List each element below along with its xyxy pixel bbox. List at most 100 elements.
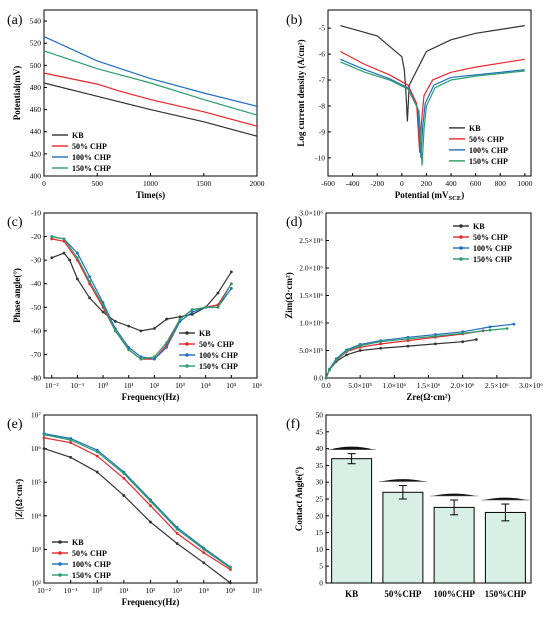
y-axis-label: Phase angle(°) bbox=[12, 268, 22, 323]
data-point bbox=[113, 320, 117, 323]
bar-KB bbox=[331, 458, 373, 584]
x-axis-label: Zre(Ω·cm²) bbox=[406, 392, 450, 402]
legend-marker bbox=[185, 364, 189, 368]
y-tick-label: -10 bbox=[315, 153, 325, 162]
legend-label: 50% CHP bbox=[72, 549, 107, 558]
data-point bbox=[202, 561, 206, 565]
x-tick-label: 1500 bbox=[196, 179, 211, 188]
legend-marker bbox=[185, 331, 189, 335]
bar-150%CHP bbox=[484, 511, 526, 584]
legend-label: 50% CHP bbox=[199, 340, 234, 349]
x-tick-label: 0 bbox=[400, 179, 404, 188]
y-axis-label: Zim(Ω·cm²) bbox=[284, 272, 294, 318]
y-tick-label: -9 bbox=[319, 127, 325, 136]
y-tick-label: -30 bbox=[31, 256, 41, 265]
series-line-CHP150 bbox=[340, 61, 525, 166]
panel-label-c: (c) bbox=[7, 215, 23, 230]
legend-label: KB bbox=[72, 131, 84, 140]
plot-frame-c bbox=[43, 212, 258, 379]
data-point bbox=[228, 581, 232, 585]
legend-marker bbox=[459, 235, 463, 239]
x-tick-label: 10³ bbox=[175, 381, 186, 390]
panel-d: (d) 0.0 5.0×10⁵ 1.0×10⁶ 1.5×10⁶ 2.0×10⁶ 2.5×10… bbox=[284, 209, 543, 403]
series-line-KB bbox=[43, 448, 231, 584]
y-tick-label: 15 bbox=[316, 528, 324, 537]
panel-label-e: (e) bbox=[7, 417, 23, 432]
droplet-image bbox=[432, 493, 477, 497]
x-axis-label-main: Potential (mV bbox=[395, 190, 449, 200]
legend-d: KB 50% CHP 100% CHP 150% CHP bbox=[453, 222, 512, 264]
y-tick-label: -20 bbox=[31, 232, 41, 241]
category-label: KB bbox=[345, 589, 358, 599]
legend-label: KB bbox=[473, 222, 485, 231]
y-tick-label: -70 bbox=[31, 350, 41, 359]
series-line-CHP50 bbox=[43, 437, 231, 571]
x-tick-label: 3.0×10⁶ bbox=[519, 381, 543, 390]
y-tick-label: -10 bbox=[31, 209, 41, 218]
data-point bbox=[229, 282, 233, 286]
y-tick-label: 25 bbox=[316, 495, 324, 504]
data-point bbox=[152, 355, 156, 359]
data-point bbox=[113, 329, 117, 333]
data-point bbox=[69, 441, 73, 445]
x-tick-label: 2.0×10⁶ bbox=[451, 381, 475, 390]
data-point bbox=[358, 344, 362, 347]
y-tick-label: 10 bbox=[316, 545, 324, 554]
y-tick-label: 440 bbox=[30, 127, 42, 136]
x-tick-label: 800 bbox=[495, 179, 507, 188]
x-tick-label: 10⁻¹ bbox=[64, 586, 78, 595]
data-point bbox=[229, 287, 233, 290]
data-point bbox=[433, 342, 437, 346]
x-tick-label: 10⁻¹ bbox=[71, 381, 85, 390]
data-point bbox=[149, 499, 152, 503]
series-line-CHP100 bbox=[340, 58, 525, 158]
data-point bbox=[216, 305, 220, 309]
legend-a: KB 50% CHP 100% CHP 150% CHP bbox=[52, 131, 111, 173]
y-tick-label: 1.0×10⁶ bbox=[299, 319, 323, 328]
legend-label: 50% CHP bbox=[473, 233, 508, 242]
data-point bbox=[228, 566, 232, 570]
x-tick-label: 10⁵ bbox=[226, 381, 237, 390]
legend-label: 150% CHP bbox=[199, 362, 238, 371]
panel-e: (e) 10² 10³ 10⁴ 10⁵ 10⁶ 10⁷ 10⁻² 10⁻¹ 10⁰ 10¹ 10² 10… bbox=[7, 411, 262, 608]
legend-label: 150% CHP bbox=[72, 571, 111, 580]
series-line-CHP100 bbox=[43, 433, 231, 568]
data-point bbox=[505, 327, 509, 330]
y-axis-label: Potential(mV) bbox=[12, 66, 22, 120]
y-tick-label: -80 bbox=[31, 374, 41, 383]
x-tick-label: -200 bbox=[370, 179, 384, 188]
y-tick-label: -50 bbox=[31, 303, 41, 312]
y-tick-label: 50 bbox=[316, 411, 324, 420]
series-line-CHP150 bbox=[43, 50, 258, 116]
y-tick-label: 30 bbox=[316, 478, 324, 487]
series-line-KB bbox=[325, 338, 477, 379]
y-tick-label: 520 bbox=[30, 39, 42, 48]
y-tick-label: 0 bbox=[319, 579, 323, 588]
data-point bbox=[50, 237, 54, 241]
y-tick-label: 10³ bbox=[31, 545, 42, 554]
data-point bbox=[461, 340, 465, 344]
data-point bbox=[149, 504, 152, 508]
series-line-KB bbox=[51, 252, 232, 332]
data-point bbox=[190, 310, 194, 314]
data-point bbox=[406, 344, 410, 348]
x-axis-label: Potential (mVSCE) bbox=[395, 190, 464, 202]
panel-label-d: (d) bbox=[286, 215, 303, 230]
data-point bbox=[202, 551, 206, 555]
data-point bbox=[488, 328, 492, 332]
y-axis-label: Contact Angle(°) bbox=[294, 467, 304, 531]
x-axis-label: Frequency(Hz) bbox=[122, 597, 180, 607]
data-point bbox=[358, 349, 362, 352]
x-tick-label: 10⁰ bbox=[98, 381, 109, 390]
data-point bbox=[165, 345, 169, 349]
x-tick-label: 2.5×10⁶ bbox=[485, 381, 509, 390]
panel-c: (c) -80 -70 -60 -50 -40 -30 -20 -10 10⁻² 10⁻¹ 10⁰ 10… bbox=[7, 209, 262, 403]
y-tick-label: 3.0×10⁶ bbox=[299, 209, 323, 218]
y-tick-label: 10² bbox=[31, 579, 42, 588]
legend-label: 100% CHP bbox=[199, 351, 238, 360]
x-tick-label: 1.0×10⁶ bbox=[382, 381, 406, 390]
category-label: 150%CHP bbox=[485, 589, 527, 599]
y-tick-label: 10⁵ bbox=[31, 478, 42, 487]
data-point bbox=[488, 325, 492, 329]
